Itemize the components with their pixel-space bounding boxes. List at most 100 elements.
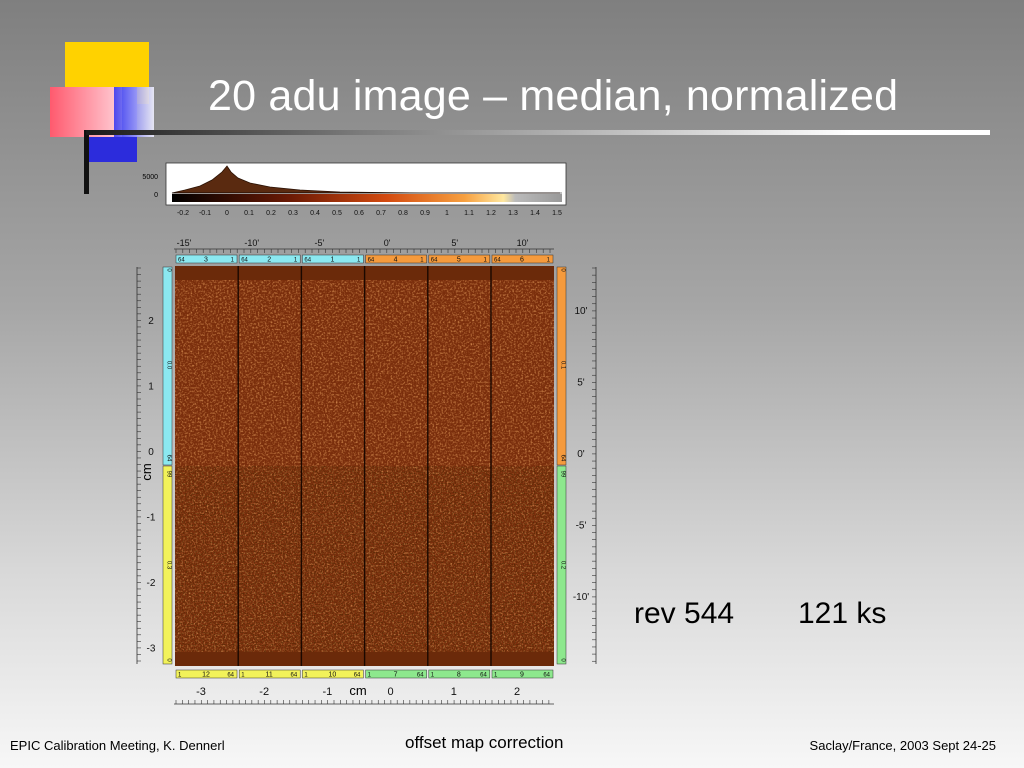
ccd-label-left: 1 [368,673,372,679]
colorbar [172,194,562,202]
bottom-cm-tick: 1 [451,686,457,698]
right-bar-label: 99 [560,471,566,478]
title-vertical-rule [84,130,89,194]
right-bar-label: 0 [560,268,566,272]
ccd-label-box [175,669,238,679]
ccd-label-number: 5 [457,257,461,264]
left-bar-bottom [162,465,173,665]
ccd-label-box [238,669,301,679]
colorbar-tick-label: 0.5 [332,210,342,217]
ccd-label-number: 7 [394,672,398,679]
right-arcmin-tick: 10' [574,306,587,317]
ccd-label-number: 3 [204,257,208,264]
ccd-label-right: 1 [294,258,298,264]
ccd-label-right: 64 [480,673,487,679]
ccd-label-number: 10 [329,672,337,679]
ccd-label-box [238,254,301,264]
left-axis-label: cm [139,463,154,480]
colorbar-tick-label: 1.5 [552,210,562,217]
histogram-y-tick: 0 [154,192,158,199]
ccd-label-right: 1 [483,258,487,264]
left-cm-tick: -3 [147,644,156,655]
left-bar-label: 64 [166,455,172,462]
colorbar-tick-label: 0.8 [398,210,408,217]
ccd-label-box [428,254,491,264]
ccd-label-box [491,669,554,679]
ccd-label-right: 64 [227,673,234,679]
right-bar-label: 64 [560,455,566,462]
ccd-label-right: 1 [420,258,424,264]
left-cm-tick: -2 [147,578,156,589]
left-bar-label: 99 [166,471,172,478]
colorbar-tick-label: 0.7 [376,210,386,217]
ccd-label-box [175,254,238,264]
exposure-label: 121 ks [798,597,887,630]
top-arcmin-tick: 10' [517,238,529,248]
ccd-image [175,266,554,666]
colorbar-tick-label: 0.2 [266,210,276,217]
ccd-label-box [365,669,427,679]
left-bar-label: 0.0 [166,361,172,370]
histogram-panel [165,162,567,206]
right-bar-bottom [556,465,567,665]
colorbar-tick-label: -0.2 [177,210,189,217]
ccd-label-left: 64 [431,258,438,264]
ccd-label-number: 6 [520,257,524,264]
ccd-label-right: 64 [543,673,550,679]
logo-red-square [50,87,122,137]
histogram-y-tick: 5000 [142,174,158,181]
ccd-label-left: 1 [304,673,308,679]
colorbar-tick-label: 0.4 [310,210,320,217]
bottom-ccd-label-row: 1 12 64 1 11 64 1 10 64 1 7 64 1 8 64 1 9 64 [175,669,554,679]
bottom-cm-axis: -3 -2 -1 0 1 2 [175,686,550,704]
top-arcmin-tick: -15' [177,238,192,248]
side-bar-labels: 0 0.0 64 99 0.3 0 0 0.1 64 99 0.2 0 [166,268,566,662]
right-bar-label: 0 [560,658,566,662]
colorbar-tick-label: 1 [445,210,449,217]
ccd-label-left: 64 [241,258,248,264]
top-arcmin-tick: -10' [244,238,259,248]
ccd-label-left: 64 [368,258,375,264]
bottom-cm-tick: -2 [259,686,269,698]
top-arcmin-tick: 5' [451,238,458,248]
colorbar-tick-labels: -0.2 -0.1 0 0.1 0.2 0.3 0.4 0.5 0.6 0.7 0.8 0.9 1 1.1… [177,210,562,217]
footer-right: Saclay/France, 2003 Sept 24-25 [809,738,996,753]
ccd-label-left: 64 [178,258,185,264]
right-bar-top [556,266,567,466]
right-bar-label: 0.2 [560,561,566,570]
bottom-cm-tick: -3 [196,686,206,698]
ccd-label-right: 64 [291,673,298,679]
bottom-axis-label: cm [349,683,366,698]
right-bar-label: 0.1 [560,361,566,370]
colorbar-tick-label: 0.1 [244,210,254,217]
ccd-label-left: 64 [304,258,311,264]
ccd-label-number: 4 [394,257,398,264]
title-underline [86,130,990,135]
right-arcmin-tick: 0' [577,449,585,460]
top-ccd-label-row: 64 3 1 64 2 1 64 1 1 64 4 1 64 5 1 64 6 1 [175,254,554,264]
top-arcmin-axis: -15' -10' -5' 0' 5' 10' [175,238,551,253]
left-cm-tick: 2 [148,316,154,327]
revolution-label: rev 544 [634,597,735,630]
ccd-label-box [491,254,554,264]
colorbar-tick-label: 1.4 [530,210,540,217]
right-arcmin-tick: -10' [573,592,589,603]
colorbar-tick-label: 1.1 [464,210,474,217]
ccd-label-right: 1 [547,258,551,264]
ccd-label-left: 1 [241,673,245,679]
ccd-label-left: 1 [178,673,182,679]
ccd-label-box [365,254,427,264]
left-bar-label: 0 [166,658,172,662]
colorbar-tick-label: 0.6 [354,210,364,217]
ccd-label-number: 2 [267,257,271,264]
ccd-label-number: 1 [330,257,334,264]
right-arcmin-axis: 10' 5' 0' -5' -10' [573,267,596,662]
ccd-label-left: 64 [494,258,501,264]
ccd-label-number: 8 [457,672,461,679]
ccd-label-right: 1 [357,258,361,264]
ccd-label-number: 9 [520,672,524,679]
right-arcmin-tick: 5' [577,378,585,389]
ccd-label-number: 12 [202,672,210,679]
colorbar-tick-label: 1.2 [486,210,496,217]
